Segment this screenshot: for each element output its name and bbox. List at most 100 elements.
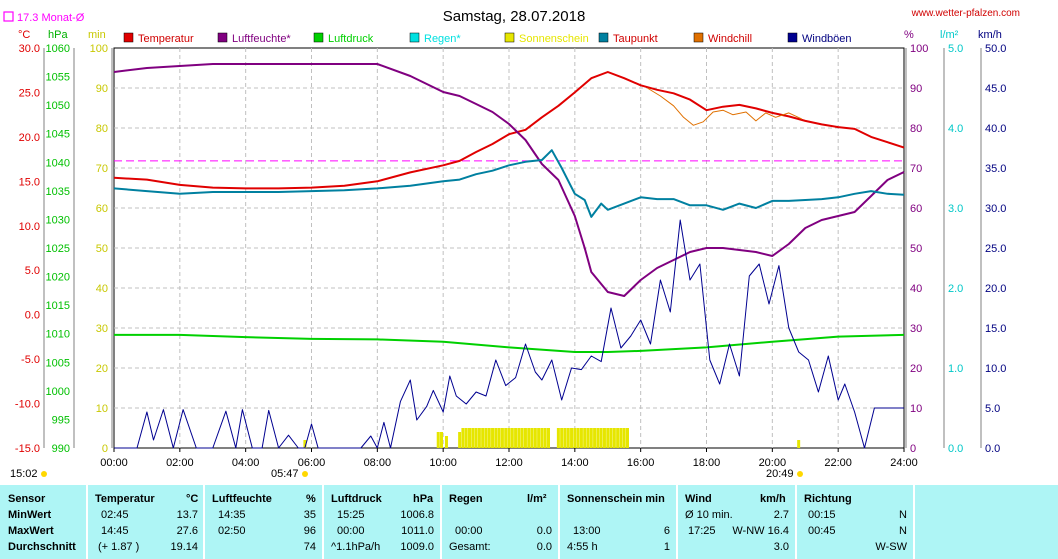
left-sun-icon bbox=[41, 471, 47, 477]
sunshine-bar bbox=[626, 428, 629, 448]
stats-dir-min-time: 00:15 bbox=[808, 509, 836, 521]
stats-sun-avg-val: 1 bbox=[663, 541, 670, 553]
sunshine-bar bbox=[484, 428, 488, 448]
month-avg-marker-icon bbox=[3, 11, 14, 22]
stats-sun-avg-time: 4:55 h bbox=[567, 541, 598, 553]
legend-label: Taupunkt bbox=[613, 33, 658, 45]
humidity-tick-label: 20 bbox=[910, 363, 922, 375]
pressure-tick-label: 1045 bbox=[46, 129, 70, 141]
sun-tick-label: 90 bbox=[96, 83, 108, 95]
weather-chart: 30.0 25.0 20.0 15.0 10.0 5.0 0.0 -5.0 -10.0 -15.0… bbox=[3, 8, 1020, 480]
wind-tick-label: 40.0 bbox=[985, 123, 1006, 135]
pressure-tick-label: 995 bbox=[52, 414, 70, 426]
legend-swatch bbox=[409, 32, 420, 43]
legend-label: Luftdruck bbox=[328, 33, 374, 45]
stats-press-max-time: 00:00 bbox=[337, 525, 365, 537]
stats-header-sensor: Sensor bbox=[8, 493, 46, 505]
stats-rain-avg-val: 0.0 bbox=[536, 541, 552, 553]
sunshine-bar bbox=[471, 428, 475, 448]
legend-swatch bbox=[313, 32, 324, 43]
sunshine-bar bbox=[510, 428, 514, 448]
sunshine-bar bbox=[500, 428, 504, 448]
stats-temp-min-time: 02:45 bbox=[101, 509, 129, 521]
sunshine-bar bbox=[547, 428, 550, 448]
x-tick-label: 18:00 bbox=[693, 457, 721, 469]
sunshine-bar bbox=[560, 428, 564, 448]
stats-press-avg-val: 1009.0 bbox=[400, 541, 434, 553]
legend-label: Windchill bbox=[708, 33, 752, 45]
humidity-tick-label: 70 bbox=[910, 163, 922, 175]
stats-press-max-val: 1011.0 bbox=[401, 525, 434, 537]
humidity-tick-label: 0 bbox=[910, 443, 916, 455]
stats-hum-avg-val: 74 bbox=[303, 541, 316, 553]
legend-swatch bbox=[598, 32, 609, 43]
unit-sun: min bbox=[88, 29, 106, 41]
legend-label: Temperatur bbox=[138, 33, 194, 45]
sunshine-bar bbox=[514, 428, 518, 448]
stats-header-dir: Richtung bbox=[804, 493, 852, 505]
left-time-label: 15:02 bbox=[10, 468, 38, 480]
pressure-tick-label: 1000 bbox=[46, 386, 70, 398]
humidity-tick-label: 60 bbox=[910, 203, 922, 215]
sunshine-bar bbox=[458, 432, 462, 448]
unit-humidity: % bbox=[904, 29, 914, 41]
wind-tick-label: 10.0 bbox=[985, 363, 1006, 375]
sunshine-bar bbox=[593, 428, 597, 448]
stats-header-temp: Temperatur bbox=[95, 493, 155, 505]
month-avg-label: 17.3 Monat-Ø bbox=[17, 12, 85, 24]
humidity-tick-label: 40 bbox=[910, 283, 922, 295]
temp-tick-label: 5.0 bbox=[25, 265, 40, 277]
sun-tick-label: 100 bbox=[90, 43, 108, 55]
sunshine-bar bbox=[586, 428, 590, 448]
y-axes: 30.0 25.0 20.0 15.0 10.0 5.0 0.0 -5.0 -10.0 -15.0… bbox=[15, 43, 1007, 455]
temp-tick-label: 0.0 bbox=[25, 310, 40, 322]
legend: Temperatur Luftfeuchte* Luftdruck Regen* Son… bbox=[123, 32, 852, 45]
wind-tick-label: 0.0 bbox=[985, 443, 1000, 455]
series-line-luftfeuchte bbox=[113, 63, 905, 297]
sunrise-icon bbox=[302, 471, 308, 477]
legend-label: Regen* bbox=[424, 33, 461, 45]
pressure-tick-label: 1010 bbox=[46, 329, 70, 341]
sun-tick-label: 10 bbox=[96, 403, 108, 415]
pressure-tick-label: 1005 bbox=[46, 357, 70, 369]
chart-title: Samstag, 28.07.2018 bbox=[443, 8, 586, 25]
stats-header-rain: Regen bbox=[449, 493, 483, 505]
temp-tick-label: -5.0 bbox=[21, 354, 40, 366]
humidity-tick-label: 80 bbox=[910, 123, 922, 135]
sunshine-bar bbox=[303, 440, 307, 448]
sun-tick-label: 0 bbox=[102, 443, 108, 455]
x-tick-label: 08:00 bbox=[364, 457, 392, 469]
site-url: www.wetter-pfalzen.com bbox=[911, 8, 1020, 19]
stats-col-rain-bg bbox=[442, 485, 558, 559]
legend-swatch bbox=[504, 32, 515, 43]
stats-rain-max-val: 0.0 bbox=[536, 525, 552, 537]
stats-dir-max-time: 00:45 bbox=[808, 525, 836, 537]
x-tick-label: 24:00 bbox=[890, 457, 918, 469]
temp-tick-label: 30.0 bbox=[19, 43, 40, 55]
stats-col-temp-bg bbox=[88, 485, 203, 559]
unit-wind: km/h bbox=[978, 29, 1002, 41]
humidity-tick-label: 90 bbox=[910, 83, 922, 95]
wind-tick-label: 20.0 bbox=[985, 283, 1006, 295]
pressure-tick-label: 1035 bbox=[46, 186, 70, 198]
sunshine-bar bbox=[517, 428, 521, 448]
wind-tick-label: 5.0 bbox=[985, 403, 1000, 415]
unit-pressure: hPa bbox=[48, 29, 68, 41]
stats-header-hum-unit: % bbox=[306, 493, 316, 505]
sun-tick-label: 60 bbox=[96, 203, 108, 215]
series-line-temperatur bbox=[113, 71, 905, 190]
sun-tick-label: 20 bbox=[96, 363, 108, 375]
sunshine-bar bbox=[583, 428, 587, 448]
sunshine-bar bbox=[523, 428, 527, 448]
sunshine-bar bbox=[609, 428, 613, 448]
sunshine-bar bbox=[540, 428, 544, 448]
humidity-tick-label: 100 bbox=[910, 43, 928, 55]
legend-label: Windböen bbox=[802, 33, 852, 45]
rain-tick-label: 5.0 bbox=[948, 43, 963, 55]
x-tick-label: 20:00 bbox=[759, 457, 787, 469]
temp-tick-label: 25.0 bbox=[19, 87, 40, 99]
series-lines bbox=[113, 63, 905, 449]
humidity-tick-label: 10 bbox=[910, 403, 922, 415]
stats-col-sun-bg bbox=[560, 485, 676, 559]
stats-header-wind-unit: km/h bbox=[760, 493, 786, 505]
